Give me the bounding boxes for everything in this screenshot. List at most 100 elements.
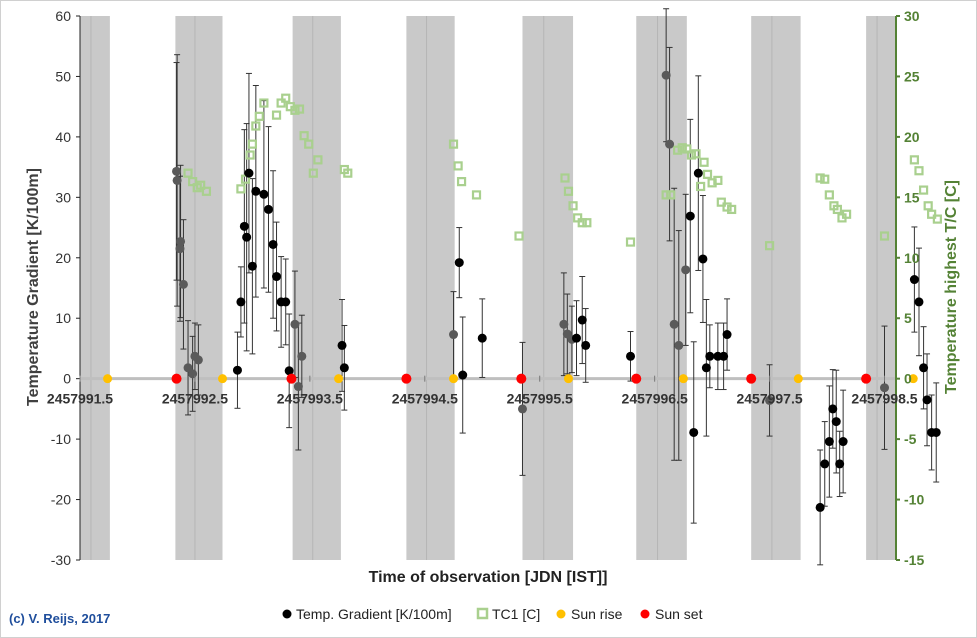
sunrise-point-1 (218, 374, 228, 384)
tc1-point-62 (918, 185, 929, 195)
y-tick-label: 60 (55, 8, 71, 24)
gradient-point-14 (247, 261, 257, 271)
gradient-point-36 (571, 333, 581, 343)
gradient-point-0 (172, 166, 182, 176)
gradient-point-61 (838, 437, 848, 447)
tc1-point-11 (259, 98, 269, 108)
tc1-point-42 (691, 149, 701, 159)
legend-marker-sunrise (556, 609, 566, 619)
gradient-point-13 (244, 168, 254, 178)
y-tick-label: 10 (55, 310, 71, 326)
tc1-point-8 (247, 139, 257, 149)
gradient-point-25 (297, 351, 307, 361)
y-tick-labels: -30 -20 -10 0 10 20 30 40 50 60 (51, 8, 71, 568)
sunrise-point-7 (908, 374, 918, 384)
y-tick-label: 40 (55, 129, 71, 145)
gradient-point-1 (172, 175, 182, 185)
y2-axis-title: Temperature highest T/C [C] (943, 180, 960, 394)
y-tick-label: 20 (55, 250, 71, 266)
gradient-point-30 (458, 370, 468, 380)
gradient-point-16 (259, 189, 269, 199)
tc1-point-64 (927, 209, 937, 219)
y2-tick-label: 0 (904, 371, 912, 387)
night-band-7 (866, 16, 896, 560)
tc1-point-23 (343, 168, 353, 178)
tc1-point-65 (932, 214, 942, 224)
tc1-point-59 (879, 231, 890, 241)
tc1-point-20 (308, 168, 318, 178)
gradient-point-52 (719, 351, 729, 361)
night-bands (80, 16, 896, 560)
gradient-point-56 (820, 459, 830, 469)
gradient-point-21 (281, 297, 291, 307)
legend-marker-gradient (282, 609, 292, 619)
gradient-point-50 (705, 351, 715, 361)
gradient-point-58 (828, 404, 838, 414)
sunrise-point-5 (678, 374, 688, 384)
gradient-point-24 (293, 382, 303, 392)
legend-label-sunrise: Sun rise (571, 606, 623, 622)
sunset-point-3 (516, 373, 527, 384)
x-tick-label: 2457997.5 (736, 391, 802, 407)
gradient-point-63 (909, 275, 919, 285)
tc1-point-60 (909, 155, 919, 165)
gradient-point-3 (175, 244, 185, 254)
y2-tick-label: -10 (904, 492, 924, 508)
tc1-point-30 (563, 186, 574, 196)
gradient-point-38 (581, 340, 591, 350)
gradient-point-44 (681, 265, 691, 275)
gradient-point-55 (815, 502, 825, 512)
gradient-point-27 (339, 363, 349, 373)
sunset-point-1 (286, 373, 297, 384)
sunrise-point-2 (334, 374, 344, 384)
tc1-point-0 (183, 168, 193, 178)
y2-tick-labels: -15 -10 -5 0 5 10 15 20 25 30 (904, 8, 924, 568)
gradient-point-33 (559, 319, 569, 329)
tc1-point-47 (713, 175, 723, 186)
gradient-point-12 (242, 232, 252, 242)
tc1-point-61 (914, 166, 924, 176)
gradient-point-23 (290, 319, 300, 329)
night-band-6 (751, 16, 801, 560)
gradient-point-10 (236, 297, 246, 307)
axes (76, 15, 900, 561)
gradient-point-65 (919, 363, 929, 373)
gradient-point-41 (665, 139, 675, 149)
legend-label-sunset: Sun set (655, 606, 703, 622)
gradient-point-37 (577, 315, 587, 325)
gradient-point-31 (477, 333, 487, 343)
gradient-series (172, 70, 941, 512)
gradient-point-64 (914, 297, 924, 307)
tc1-point-28 (514, 231, 524, 241)
gradient-point-49 (701, 363, 711, 373)
tc1-point-14 (281, 93, 291, 103)
night-band-3 (406, 16, 455, 560)
tc1-point-50 (727, 204, 737, 215)
night-band-2 (292, 16, 341, 560)
sun-series (103, 373, 918, 384)
gradient-point-43 (674, 340, 684, 350)
tc1-point-27 (471, 190, 482, 200)
tc1-point-29 (560, 173, 570, 183)
tc1-point-26 (456, 177, 467, 187)
y2-tick-label: 20 (904, 129, 920, 145)
gradient-point-39 (626, 351, 636, 361)
y2-tick-label: 15 (904, 189, 920, 205)
legend-marker-tc1 (476, 607, 489, 620)
y-tick-label: -10 (51, 431, 71, 447)
gradient-point-17 (263, 204, 273, 214)
gradient-point-57 (824, 437, 834, 447)
tc1-point-7 (245, 150, 255, 160)
sunset-point-6 (861, 373, 872, 384)
tc1-point-48 (716, 197, 726, 207)
tc1-point-5 (236, 184, 246, 194)
tc1-point-37 (666, 190, 676, 200)
tc1-point-21 (313, 155, 323, 165)
sunrise-point-0 (103, 374, 113, 384)
x-tick-label: 2457995.5 (507, 391, 573, 407)
tc1-point-12 (271, 110, 282, 120)
gradient-point-47 (693, 168, 703, 178)
gradient-point-60 (835, 459, 845, 469)
y-axis-title: Temperature Gradient [K/100m] (25, 168, 42, 406)
gradient-point-4 (178, 279, 188, 289)
